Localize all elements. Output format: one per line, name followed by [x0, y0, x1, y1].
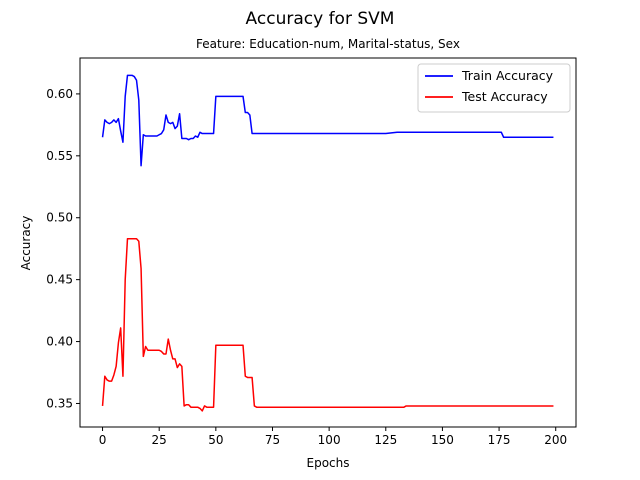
legend: Train Accuracy Test Accuracy: [417, 63, 571, 113]
x-tick-label: 175: [488, 433, 511, 447]
legend-box: [417, 63, 571, 113]
plot-area: 0 25 50 75 100 125 150 175 200 0.35 0.40 0.45 0.50 0.…: [46, 57, 577, 447]
x-tick-label: 125: [374, 433, 397, 447]
y-tick-label: 0.60: [46, 87, 73, 101]
chart-title: Accuracy for SVM: [246, 9, 395, 29]
x-tick-label: 25: [152, 433, 167, 447]
y-tick-label: 0.50: [46, 211, 73, 225]
x-tick-label: 100: [318, 433, 341, 447]
y-tick-label: 0.40: [46, 335, 73, 349]
series-line-train-accuracy: [101, 74, 554, 167]
x-tick-label: 50: [208, 433, 223, 447]
y-axis-label: Accuracy: [19, 216, 33, 271]
x-axis-label: Epochs: [307, 456, 350, 470]
plot-frame: [79, 57, 577, 428]
x-tick-label: 75: [265, 433, 280, 447]
chart-subtitle: Feature: Education-num, Marital-status, …: [196, 37, 460, 51]
legend-label-train-accuracy: Train Accuracy: [461, 68, 554, 83]
y-tick-label: 0.35: [46, 396, 73, 410]
x-tick-label: 0: [99, 433, 107, 447]
x-tick-label: 200: [544, 433, 567, 447]
legend-label-test-accuracy: Test Accuracy: [461, 89, 548, 104]
x-tick-label: 150: [431, 433, 454, 447]
y-tick-label: 0.55: [46, 149, 73, 163]
y-tick-label: 0.45: [46, 273, 73, 287]
series-line-test-accuracy: [101, 238, 554, 412]
